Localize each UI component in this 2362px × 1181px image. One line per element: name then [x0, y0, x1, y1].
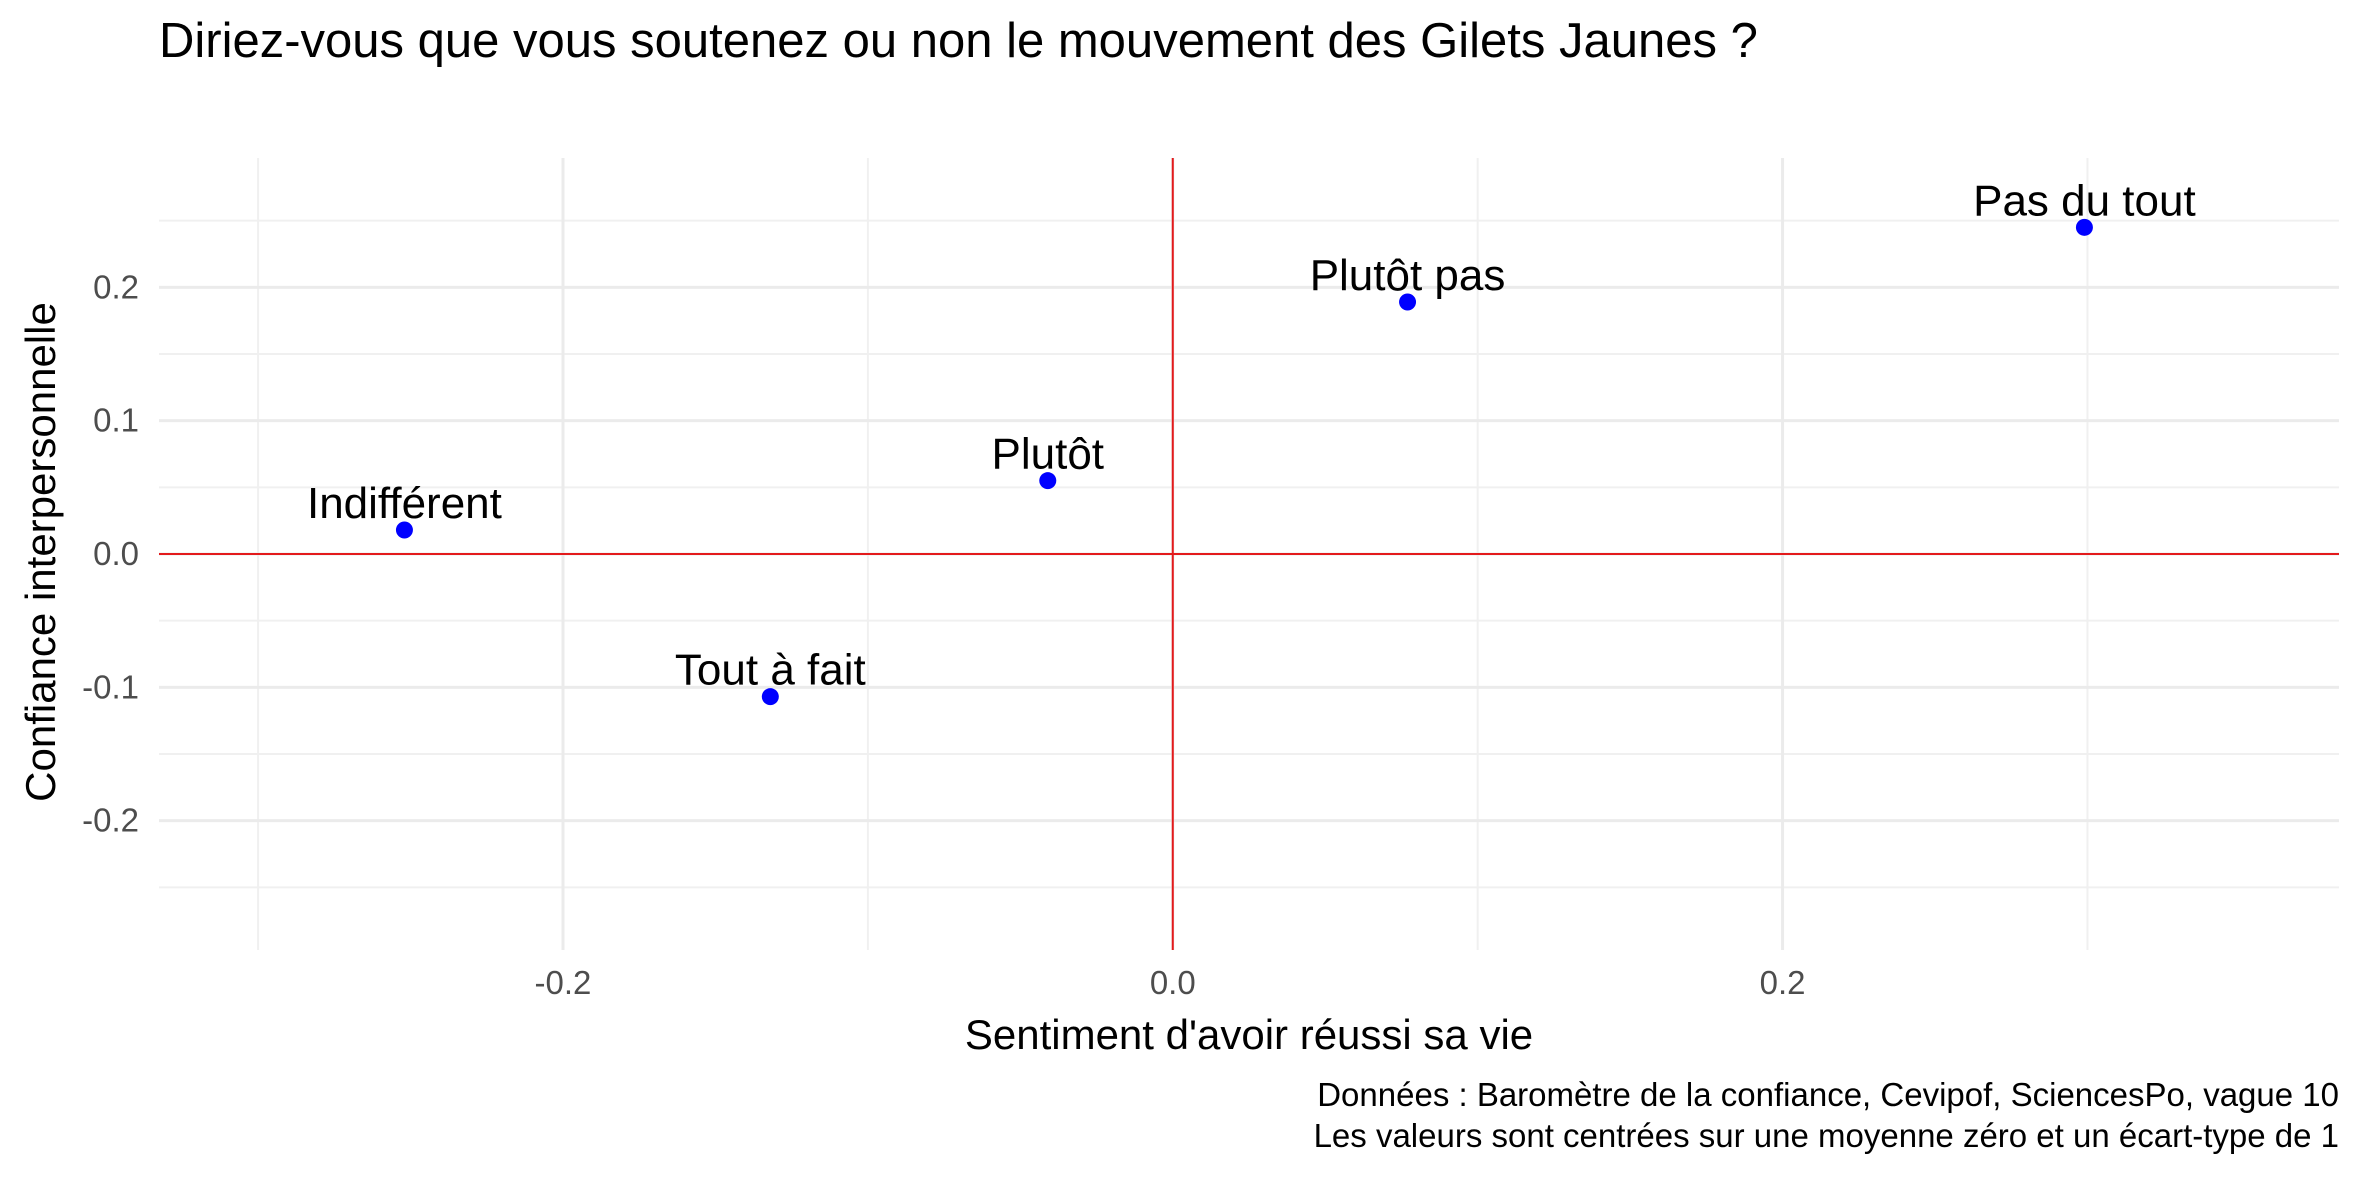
y-tick-label: 0.1 [93, 402, 139, 439]
caption-line-1: Données : Baromètre de la confiance, Cev… [1317, 1076, 2339, 1113]
x-tick-label: 0.0 [1150, 964, 1196, 1001]
y-axis-title: Confiance interpersonnelle [17, 302, 64, 802]
point-label: Plutôt [992, 430, 1105, 479]
point-label: Pas du tout [1973, 176, 2196, 225]
x-tick-label: -0.2 [535, 964, 592, 1001]
point-label: Indifférent [307, 479, 502, 528]
reference-lines [159, 158, 2339, 950]
y-tick-label: 0.0 [93, 535, 139, 572]
point-label: Plutôt pas [1310, 251, 1506, 300]
y-tick-label: 0.2 [93, 268, 139, 305]
point-label: Tout à fait [675, 646, 866, 695]
data-point [1039, 472, 1057, 490]
data-point [395, 521, 413, 539]
caption-line-2: Les valeurs sont centrées sur une moyenn… [1314, 1117, 2339, 1154]
data-point [2075, 218, 2093, 236]
x-axis-ticks: -0.2 0.0 0.2 [535, 964, 1806, 1001]
y-tick-label: -0.2 [82, 802, 139, 839]
data-points [395, 218, 2093, 706]
y-axis-ticks: -0.2 -0.1 0.0 0.1 0.2 [82, 268, 139, 838]
chart-title: Diriez-vous que vous soutenez ou non le … [159, 14, 1758, 68]
y-tick-label: -0.1 [82, 668, 139, 705]
point-labels: Pas du tout Plutôt pas Plutôt Indifférent To… [307, 176, 2196, 694]
x-axis-title: Sentiment d'avoir réussi sa vie [965, 1011, 1533, 1058]
data-point [1399, 293, 1417, 311]
data-point [761, 688, 779, 706]
x-tick-label: 0.2 [1760, 964, 1806, 1001]
